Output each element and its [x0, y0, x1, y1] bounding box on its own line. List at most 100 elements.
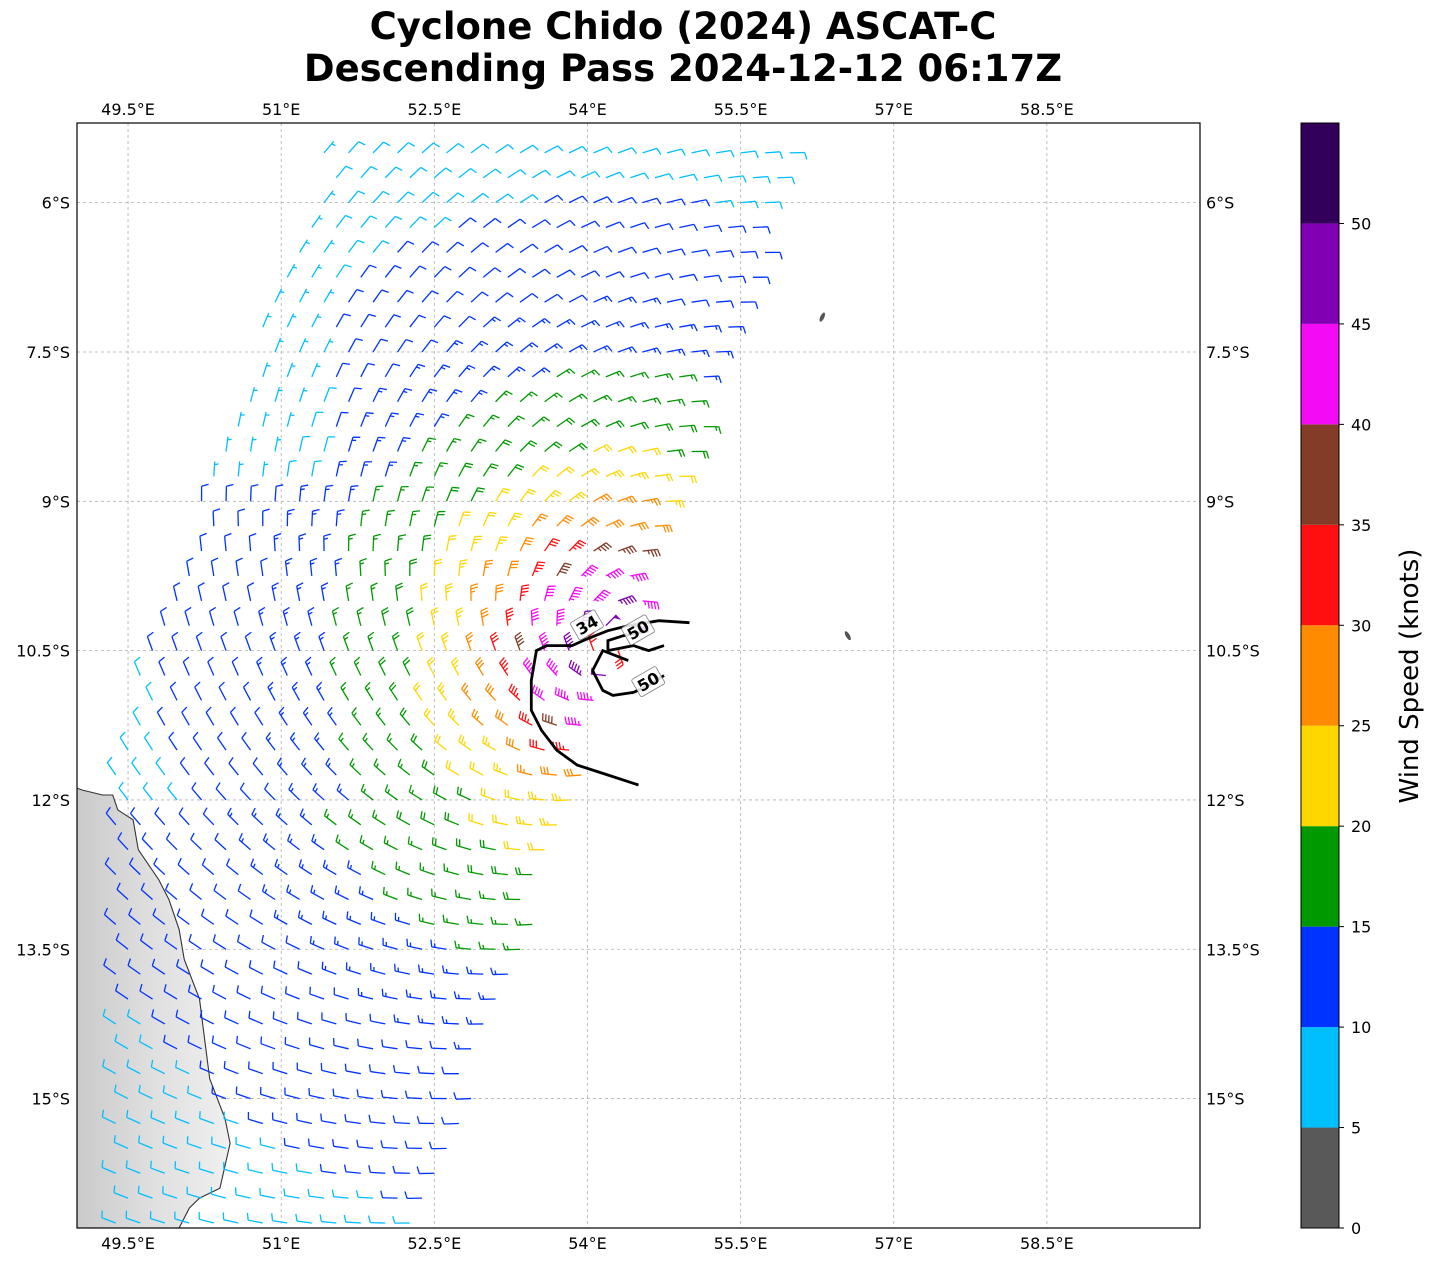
wind-barb — [167, 781, 178, 801]
wind-barb — [200, 959, 215, 975]
wind-barb — [445, 760, 460, 776]
wind-barb — [505, 607, 514, 626]
wind-barb — [370, 912, 386, 925]
wind-barb — [113, 1135, 129, 1149]
wind-barb — [284, 986, 300, 1000]
wind-barb — [248, 1010, 264, 1025]
island — [819, 312, 826, 322]
wind-barb — [409, 216, 428, 228]
wind-barb — [381, 988, 398, 1000]
wind-barb — [765, 201, 783, 210]
lon-tick-label-bottom: 55.5°E — [714, 1234, 768, 1253]
wind-barb — [322, 859, 337, 876]
wind-barb — [433, 413, 450, 427]
colorbar-segment — [1301, 1027, 1339, 1128]
wind-barb — [679, 273, 698, 282]
wind-barb — [453, 1041, 472, 1050]
wind-barb — [470, 242, 489, 253]
wind-barb — [728, 175, 747, 183]
wind-barb — [347, 338, 363, 353]
wind-barb — [372, 240, 390, 253]
wind-barb — [335, 165, 353, 179]
wind-barb — [568, 491, 588, 502]
wind-barb — [322, 910, 337, 925]
wind-barb — [271, 1112, 288, 1125]
wind-barb — [247, 1061, 264, 1075]
wind-barb — [248, 960, 264, 975]
wind-barb — [581, 369, 601, 378]
chart-title-line-1: Cyclone Chido (2024) ASCAT-C — [369, 5, 997, 48]
wind-barb — [666, 398, 686, 407]
wind-barb — [507, 464, 525, 477]
wind-barb — [465, 1016, 484, 1025]
wind-barb — [368, 1064, 386, 1075]
wind-barb — [605, 519, 625, 529]
wind-barb — [431, 888, 447, 901]
wind-barb — [507, 169, 527, 179]
lat-tick-label-left: 6°S — [42, 194, 70, 213]
wind-barb — [495, 144, 515, 154]
wind-barb — [740, 200, 759, 209]
wind-barb — [519, 488, 537, 502]
wind-barb — [187, 1085, 202, 1100]
wind-barb — [381, 606, 390, 626]
wind-barb — [372, 809, 386, 826]
colorbar-segment — [1301, 123, 1339, 224]
wind-barb — [691, 249, 711, 257]
wind-barb — [164, 933, 178, 950]
wind-barb — [593, 493, 613, 502]
wind-barb — [380, 1140, 398, 1150]
wind-barb — [222, 1212, 239, 1224]
wind-barb — [581, 170, 601, 179]
wind-barb — [237, 508, 246, 527]
wind-barb — [519, 144, 539, 154]
wind-barb — [420, 811, 435, 826]
wind-barb — [256, 656, 264, 676]
wind-barb — [130, 806, 141, 826]
wind-barb — [405, 607, 414, 626]
wind-barb — [226, 858, 239, 876]
wind-barb — [409, 166, 428, 179]
wind-barb — [446, 290, 464, 303]
wind-barb — [309, 986, 325, 1000]
lon-tick-label-top: 55.5°E — [714, 100, 768, 119]
wind-barb — [336, 783, 349, 801]
wind-barb — [348, 288, 364, 303]
wind-barb — [236, 934, 251, 950]
lat-tick-label-left: 10.5°S — [16, 642, 70, 661]
wind-barb — [446, 142, 465, 154]
wind-barb — [372, 485, 384, 502]
lon-tick-label-top: 58.5°E — [1020, 100, 1074, 119]
wind-barb — [654, 322, 674, 331]
lat-tick-label-left: 13.5°S — [16, 940, 70, 959]
wind-barb — [308, 1037, 325, 1050]
wind-barb — [421, 534, 432, 552]
wind-barb — [265, 731, 276, 751]
wind-barb — [568, 195, 588, 204]
wind-barb — [102, 1059, 117, 1075]
wind-barb — [360, 166, 378, 179]
wind-barb — [654, 473, 674, 482]
wind-barb — [423, 707, 435, 726]
wind-barb — [527, 791, 545, 801]
wind-barb — [346, 860, 362, 876]
madagascar-landmass — [77, 312, 851, 1228]
wind-barb — [176, 908, 190, 925]
wind-barb — [131, 756, 141, 776]
wind-barb — [441, 1016, 459, 1025]
wind-barb — [446, 340, 464, 353]
wind-barb — [235, 557, 243, 577]
wind-barb — [202, 807, 215, 826]
wind-barb — [544, 392, 563, 403]
wind-barb — [630, 271, 650, 280]
wind-barb — [310, 884, 325, 901]
wind-barb — [334, 885, 349, 901]
wind-barb — [155, 756, 166, 776]
wind-barb — [454, 940, 472, 950]
wind-barb — [433, 510, 446, 527]
wind-barb — [465, 966, 484, 975]
wind-barb — [544, 145, 564, 154]
wind-barb — [261, 884, 276, 901]
wind-barb — [470, 143, 490, 154]
wind-barb — [654, 372, 674, 381]
